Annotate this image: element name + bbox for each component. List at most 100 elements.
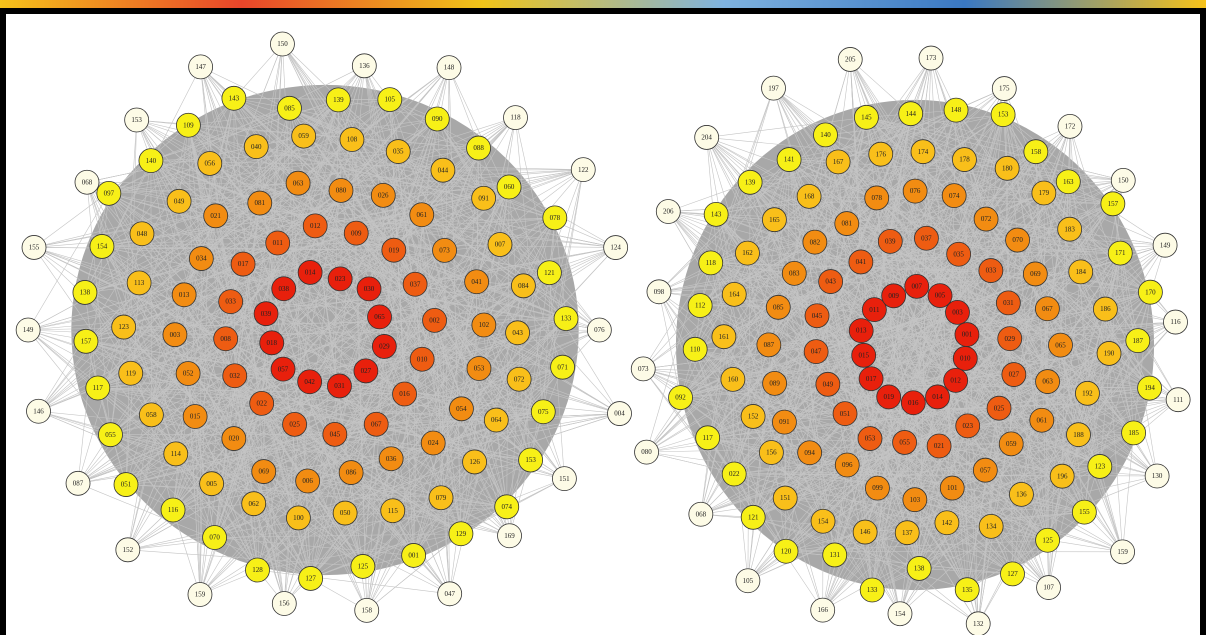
node-label: 125	[358, 563, 369, 571]
node	[852, 519, 878, 545]
node	[698, 250, 724, 276]
edge	[869, 438, 1013, 575]
node	[113, 472, 139, 497]
node	[471, 312, 497, 338]
node-label: 063	[293, 179, 304, 187]
edge	[334, 272, 550, 435]
node-label: 039	[261, 310, 272, 318]
node-label: 156	[766, 449, 777, 457]
node-label: 144	[905, 110, 916, 118]
node-label: 012	[310, 222, 321, 230]
node	[1125, 328, 1151, 354]
node	[270, 356, 296, 382]
edge	[188, 124, 479, 149]
node	[378, 446, 404, 472]
node	[367, 304, 392, 330]
node	[1049, 463, 1075, 489]
node	[1075, 380, 1100, 406]
node-label: 121	[544, 269, 555, 277]
node	[894, 520, 920, 546]
node-label: 156	[279, 600, 290, 608]
edge	[200, 66, 475, 463]
edge	[998, 408, 1048, 541]
edge	[506, 367, 563, 507]
node	[377, 87, 403, 113]
node-label: 164	[729, 290, 740, 298]
edge	[827, 384, 979, 624]
edge	[282, 43, 567, 319]
edge	[188, 124, 524, 287]
edge	[889, 57, 932, 242]
node	[297, 260, 323, 285]
node-label: 015	[858, 351, 869, 359]
node-label: 040	[251, 143, 262, 151]
edge	[233, 99, 339, 439]
node-label: 174	[918, 148, 929, 156]
node	[277, 95, 302, 121]
node-label: 138	[80, 289, 91, 297]
node	[737, 169, 763, 195]
node	[1087, 454, 1113, 479]
node	[570, 157, 596, 183]
node	[483, 407, 509, 433]
node	[1055, 169, 1081, 195]
node-label: 010	[960, 355, 971, 363]
edge	[1002, 114, 1110, 354]
edge	[84, 186, 510, 293]
node	[832, 401, 858, 427]
edge	[188, 124, 510, 188]
node-label: 065	[1055, 341, 1066, 349]
edge	[97, 67, 450, 389]
node	[381, 237, 407, 263]
node	[188, 246, 214, 271]
edge	[716, 196, 810, 215]
node	[126, 270, 152, 296]
node	[711, 324, 737, 350]
edge	[397, 151, 462, 534]
edge	[125, 484, 442, 499]
edge	[338, 99, 531, 461]
node-label: 075	[538, 408, 549, 416]
node-label: 074	[949, 192, 960, 200]
node-label: 013	[856, 327, 867, 335]
edge	[784, 159, 790, 499]
edge	[700, 383, 775, 515]
node	[765, 294, 791, 320]
node-label: 133	[867, 586, 878, 594]
edge	[958, 151, 1037, 255]
node-label: 138	[914, 565, 925, 573]
edge	[1043, 192, 1121, 254]
node	[978, 513, 1004, 539]
node-label: 069	[258, 468, 269, 476]
edge	[442, 169, 550, 273]
node-label: 173	[926, 54, 937, 62]
node	[462, 449, 487, 475]
edge	[1047, 308, 1134, 434]
node-label: 108	[347, 136, 358, 144]
edge	[733, 159, 790, 295]
edge	[233, 98, 236, 376]
edge	[101, 246, 177, 455]
node	[436, 55, 462, 81]
node-label: 053	[474, 365, 485, 373]
node-label: 111	[1173, 396, 1183, 404]
node	[118, 360, 144, 386]
node	[646, 279, 672, 305]
node	[89, 234, 115, 259]
node	[927, 283, 953, 309]
node-label: 131	[829, 551, 840, 559]
edge	[289, 108, 480, 369]
node-label: 116	[168, 506, 179, 514]
node	[986, 395, 1012, 421]
node	[918, 45, 944, 71]
node	[904, 273, 930, 299]
edge	[200, 66, 211, 164]
node-label: 057	[980, 466, 991, 474]
node	[906, 556, 932, 581]
edge	[130, 125, 189, 374]
edge	[753, 517, 968, 590]
edge	[108, 193, 216, 217]
node-label: 162	[742, 249, 753, 257]
edge	[413, 284, 416, 556]
node	[1100, 191, 1126, 217]
